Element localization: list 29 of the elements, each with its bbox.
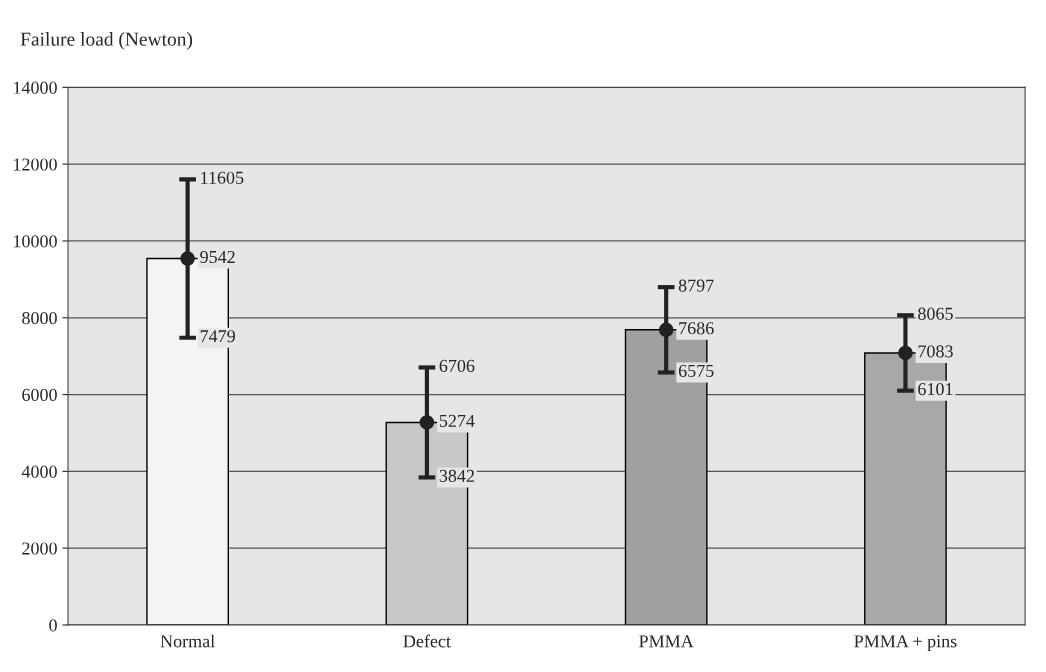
annotation: 8797 bbox=[678, 279, 714, 292]
annotation: 6706 bbox=[439, 359, 475, 372]
y-tick-label: 12000 bbox=[14, 158, 57, 171]
annotation: 6101 bbox=[918, 383, 953, 396]
annotation: 7479 bbox=[200, 330, 235, 343]
y-tick-label: 0 bbox=[49, 619, 57, 632]
point bbox=[658, 322, 674, 338]
y-tick-label: 2000 bbox=[22, 542, 57, 555]
point bbox=[180, 251, 195, 266]
data-label: 7083 bbox=[918, 345, 953, 358]
x-tick-label: Defect bbox=[403, 634, 451, 648]
annotation: 6575 bbox=[678, 364, 714, 377]
point bbox=[419, 415, 435, 430]
annotation: 11605 bbox=[201, 171, 244, 184]
y-tick-label: 4000 bbox=[21, 465, 57, 478]
x-tick-label: PMMA + pins bbox=[854, 635, 957, 652]
y-tick-label: 10000 bbox=[14, 235, 57, 248]
y-tick-label: 8000 bbox=[22, 312, 57, 325]
annotation: 8065 bbox=[918, 307, 953, 320]
y-tick-label: 14000 bbox=[14, 81, 57, 94]
y-axis-title: Failure load (Newton) bbox=[20, 32, 193, 50]
data-label: 5274 bbox=[439, 414, 475, 427]
y-tick-label: 6000 bbox=[22, 388, 57, 401]
point bbox=[898, 345, 913, 361]
x-tick-label: PMMA bbox=[639, 635, 694, 648]
data-label: 9542 bbox=[200, 250, 235, 264]
data-label: 7686 bbox=[679, 322, 714, 335]
annotation: 3842 bbox=[439, 469, 474, 482]
x-tick-label: Normal bbox=[160, 634, 215, 648]
